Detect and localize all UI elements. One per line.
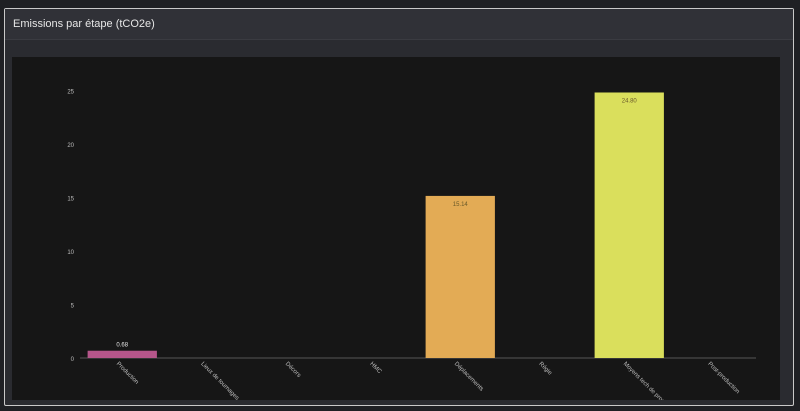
x-tick-label: Décors <box>284 361 302 379</box>
bar-1 <box>87 350 157 358</box>
y-tick-label: 0 <box>71 357 75 363</box>
x-tick-label: Déplacements <box>453 361 484 392</box>
y-tick-label: 5 <box>71 303 75 309</box>
y-tick-label: 25 <box>67 89 74 95</box>
y-tick-label: 10 <box>67 250 74 256</box>
x-tick-label: Production <box>115 361 140 386</box>
chart-panel: Emissions par étape (tCO2e) 0 5 10 15 20 25 0.… <box>4 8 794 406</box>
x-tick-label: Régie <box>537 361 553 377</box>
y-tick-label: 15 <box>67 196 74 202</box>
bar-value-label: 24.80 <box>622 98 638 104</box>
bar-7 <box>594 92 664 359</box>
chart-area: 0 5 10 15 20 25 0.68 Production Lieux de tournag… <box>12 57 780 405</box>
panel-header: Emissions par étape (tCO2e) <box>5 9 793 40</box>
x-tick-label: Post-production <box>706 361 740 395</box>
bar-value-label: 0.68 <box>116 343 128 349</box>
y-tick-label: 20 <box>67 143 74 149</box>
x-tick-label: Moyens tech de prod <box>622 361 666 400</box>
bar-value-label: 15.14 <box>453 202 469 208</box>
x-tick-label: HMC <box>368 361 382 375</box>
bar-5 <box>425 195 495 358</box>
panel-title: Emissions par étape (tCO2e) <box>13 18 155 30</box>
x-tick-label: Lieux de tournages <box>199 361 239 400</box>
bar-chart: 0 5 10 15 20 25 0.68 Production Lieux de tournag… <box>67 89 756 405</box>
